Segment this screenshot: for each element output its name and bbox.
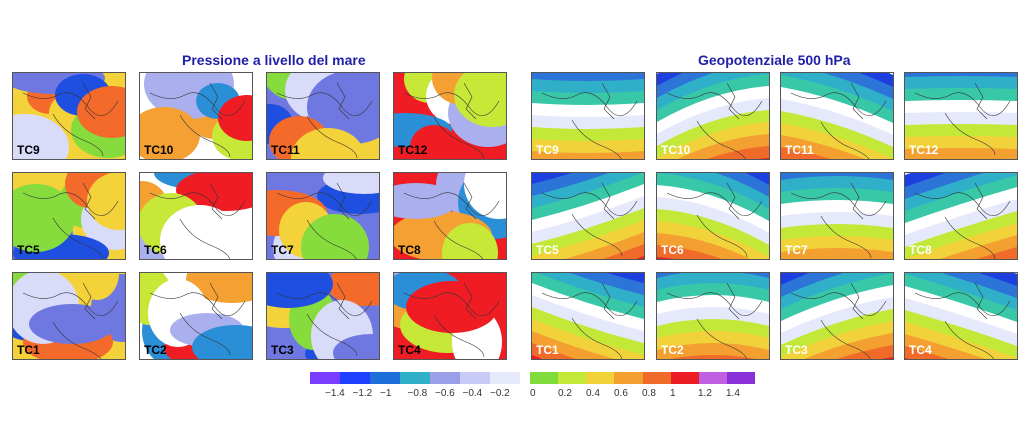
panel-label: TC2 bbox=[144, 343, 167, 357]
colorbar-tick: 1.2 bbox=[698, 388, 712, 399]
colorbar-swatch bbox=[460, 372, 490, 384]
colorbar-tick: 0.8 bbox=[642, 388, 656, 399]
panel-label: TC10 bbox=[144, 143, 174, 157]
colorbar-swatch bbox=[726, 372, 755, 384]
colorbar-swatch bbox=[642, 372, 671, 384]
colorbar-positive bbox=[530, 372, 755, 384]
z500-map-tc9: TC9 bbox=[531, 72, 645, 160]
slp-map-tc8: TC8 bbox=[393, 172, 507, 260]
panel-label: TC7 bbox=[785, 243, 808, 257]
panel-label: TC7 bbox=[271, 243, 294, 257]
slp-map-tc11: TC11 bbox=[266, 72, 380, 160]
colorbar-tick: −0.8 bbox=[407, 388, 428, 399]
slp-map-tc3: TC3 bbox=[266, 272, 380, 360]
panel-label: TC12 bbox=[909, 143, 939, 157]
panel-label: TC9 bbox=[536, 143, 559, 157]
panel-label: TC8 bbox=[398, 243, 421, 257]
title-geopotenziale: Geopotenziale 500 hPa bbox=[698, 52, 851, 68]
panel-label: TC5 bbox=[17, 243, 40, 257]
colorbar-swatch bbox=[340, 372, 370, 384]
colorbar-tick: 1 bbox=[670, 388, 676, 399]
z500-map-tc1: TC1 bbox=[531, 272, 645, 360]
colorbar-tick: −1 bbox=[380, 388, 392, 399]
colorbar-swatch bbox=[614, 372, 643, 384]
colorbar-negative bbox=[310, 372, 520, 384]
panel-label: TC6 bbox=[144, 243, 167, 257]
slp-map-tc12: TC12 bbox=[393, 72, 507, 160]
z500-map-tc6: TC6 bbox=[656, 172, 770, 260]
title-pressione: Pressione a livello del mare bbox=[182, 52, 366, 68]
z500-map-tc10: TC10 bbox=[656, 72, 770, 160]
panel-label: TC9 bbox=[17, 143, 40, 157]
colorbar-swatch bbox=[430, 372, 460, 384]
colorbar-swatch bbox=[586, 372, 615, 384]
colorbar-tick: −1.2 bbox=[352, 388, 373, 399]
panel-label: TC1 bbox=[536, 343, 559, 357]
z500-map-tc8: TC8 bbox=[904, 172, 1018, 260]
colorbar-swatch bbox=[698, 372, 727, 384]
panel-label: TC4 bbox=[909, 343, 932, 357]
slp-map-tc4: TC4 bbox=[393, 272, 507, 360]
colorbar-tick: 0.4 bbox=[586, 388, 600, 399]
panel-label: TC3 bbox=[785, 343, 808, 357]
panel-label: TC6 bbox=[661, 243, 684, 257]
colorbar-tick: 0.6 bbox=[614, 388, 628, 399]
colorbar-tick: −0.4 bbox=[462, 388, 483, 399]
colorbar-swatch bbox=[558, 372, 587, 384]
z500-map-tc11: TC11 bbox=[780, 72, 894, 160]
slp-map-tc10: TC10 bbox=[139, 72, 253, 160]
colorbar-swatch bbox=[490, 372, 520, 384]
colorbar-tick: −0.2 bbox=[490, 388, 510, 399]
z500-map-tc7: TC7 bbox=[780, 172, 894, 260]
colorbar-tick: −0.6 bbox=[435, 388, 455, 399]
panel-label: TC8 bbox=[909, 243, 932, 257]
panel-label: TC5 bbox=[536, 243, 559, 257]
slp-map-tc2: TC2 bbox=[139, 272, 253, 360]
slp-map-tc5: TC5 bbox=[12, 172, 126, 260]
colorbar-tick: 0.2 bbox=[558, 388, 572, 399]
z500-map-tc12: TC12 bbox=[904, 72, 1018, 160]
colorbar-tick: −1.4 bbox=[325, 388, 345, 399]
slp-map-tc7: TC7 bbox=[266, 172, 380, 260]
panel-label: TC12 bbox=[398, 143, 428, 157]
z500-map-tc3: TC3 bbox=[780, 272, 894, 360]
z500-map-tc5: TC5 bbox=[531, 172, 645, 260]
colorbar-swatch bbox=[530, 372, 559, 384]
colorbar-tick: 0 bbox=[530, 388, 536, 399]
colorbar-swatch bbox=[370, 372, 400, 384]
panel-label: TC11 bbox=[785, 143, 814, 157]
colorbar-tick: 1.4 bbox=[726, 388, 740, 399]
slp-map-tc1: TC1 bbox=[12, 272, 126, 360]
panel-label: TC4 bbox=[398, 343, 421, 357]
panel-label: TC1 bbox=[17, 343, 40, 357]
panel-label: TC10 bbox=[661, 143, 691, 157]
panel-label: TC11 bbox=[271, 143, 300, 157]
slp-map-tc6: TC6 bbox=[139, 172, 253, 260]
panel-label: TC2 bbox=[661, 343, 684, 357]
slp-map-tc9: TC9 bbox=[12, 72, 126, 160]
colorbar-swatch bbox=[400, 372, 430, 384]
z500-map-tc2: TC2 bbox=[656, 272, 770, 360]
colorbar-swatch bbox=[670, 372, 699, 384]
panel-label: TC3 bbox=[271, 343, 294, 357]
z500-map-tc4: TC4 bbox=[904, 272, 1018, 360]
colorbar-swatch bbox=[310, 372, 340, 384]
